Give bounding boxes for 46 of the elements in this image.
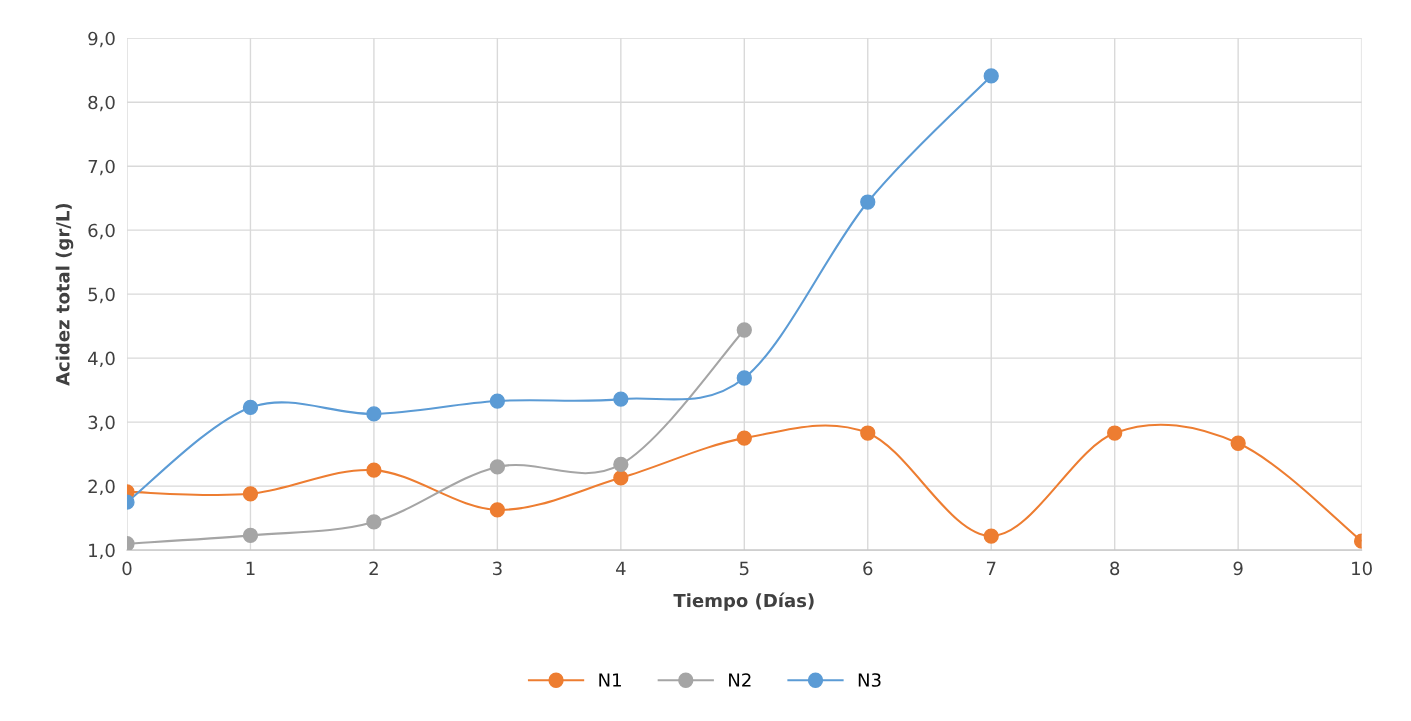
point [489, 459, 506, 475]
y-tick-label: 6,0 [88, 223, 115, 240]
y-tick-label: 4,0 [88, 351, 115, 368]
x-tick-label: 4 [615, 561, 626, 575]
x-tick-label: 2 [369, 561, 378, 575]
point [242, 399, 259, 416]
point [860, 425, 876, 441]
y-tick-label: 3,0 [88, 415, 115, 432]
point [613, 470, 629, 486]
legend-label: N1 [599, 673, 621, 687]
x-tick-label: 6 [863, 561, 873, 576]
y-tick-label: 2,0 [88, 479, 115, 496]
y-tick-label: 8,0 [88, 95, 115, 112]
legend-label: N2 [729, 673, 751, 687]
x-tick-label: 7 [986, 561, 996, 575]
point [489, 502, 506, 518]
point [242, 527, 259, 544]
x-tick-label: 5 [739, 561, 749, 576]
point [613, 391, 629, 407]
point [860, 194, 876, 210]
x-tick-label: 10 [1352, 561, 1372, 576]
point [736, 430, 752, 446]
point [366, 406, 382, 422]
point [613, 456, 629, 473]
point [366, 462, 382, 478]
point [242, 486, 259, 502]
y-tick-label: 9,0 [88, 31, 115, 48]
point [366, 514, 382, 530]
x-tick-label: 1 [246, 561, 255, 575]
point [983, 528, 999, 544]
point [489, 393, 506, 409]
y-axis-title: Acidez total (gr/L) [55, 203, 74, 386]
point [736, 370, 752, 386]
point [736, 322, 752, 338]
x-tick-label: 0 [122, 561, 132, 576]
point [1230, 435, 1246, 451]
legend-label: N3 [858, 673, 881, 687]
y-tick-label: 7,0 [88, 159, 115, 176]
x-tick-label: 8 [1110, 561, 1120, 576]
x-tick-label: 3 [493, 561, 502, 576]
y-tick-label: 5,0 [88, 287, 115, 304]
point [1107, 425, 1123, 441]
point [983, 68, 999, 84]
y-tick-label: 1,0 [89, 543, 115, 560]
x-tick-label: 9 [1233, 561, 1243, 576]
x-axis-title: Tiempo (Días) [673, 592, 814, 611]
